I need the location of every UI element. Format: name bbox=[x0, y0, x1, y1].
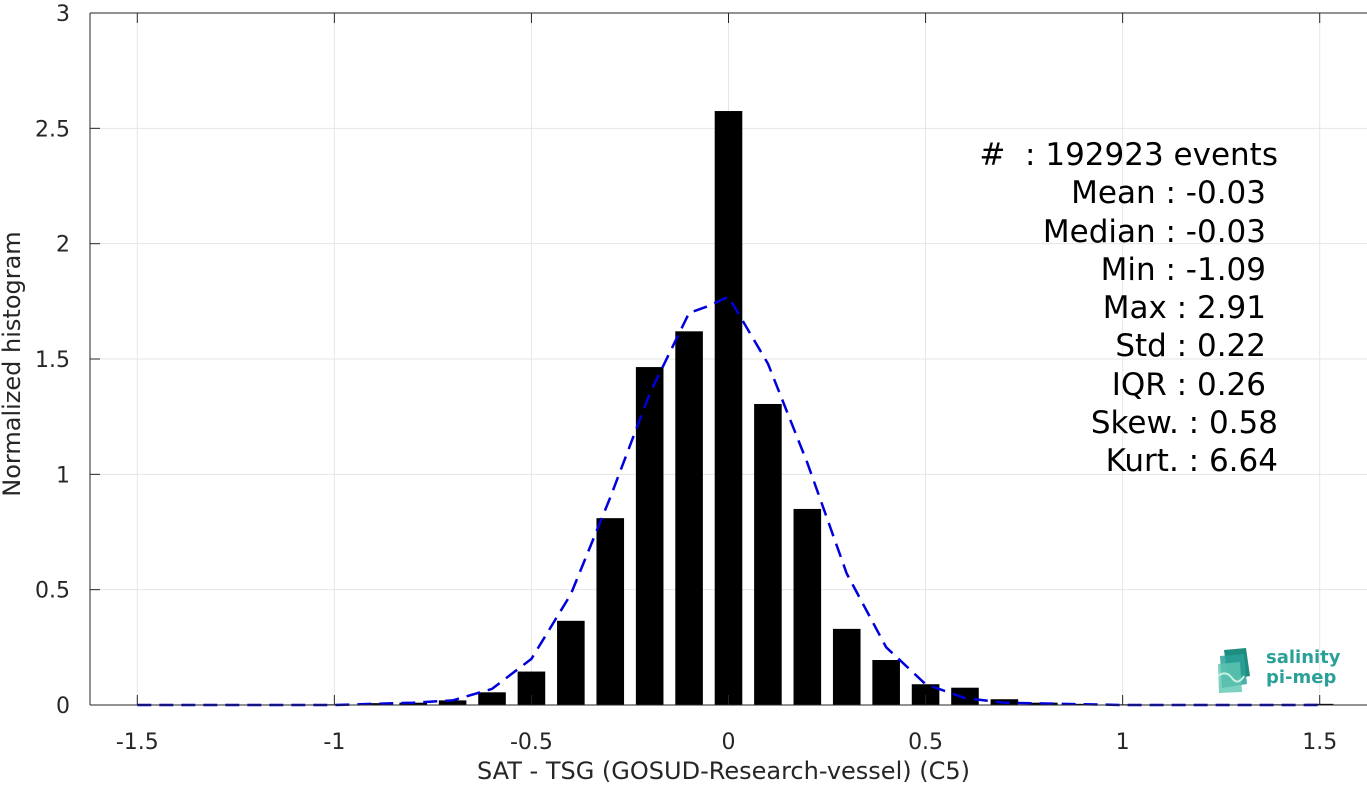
histogram-bar bbox=[832, 628, 861, 705]
y-tick-label: 0 bbox=[56, 694, 70, 719]
y-tick-label: 1 bbox=[56, 463, 70, 488]
stat-std: Std : 0.22 bbox=[1115, 328, 1266, 365]
stat-iqr: IQR : 0.26 bbox=[1111, 366, 1266, 403]
logo-text: salinity pi-mep bbox=[1266, 648, 1341, 688]
logo-line1: salinity bbox=[1266, 647, 1341, 668]
stat-median: Median : -0.03 bbox=[1042, 213, 1266, 250]
logo-line2: pi-mep bbox=[1266, 667, 1337, 688]
histogram-bar bbox=[754, 403, 782, 705]
x-tick-label: -0.5 bbox=[510, 730, 553, 755]
x-tick-label: 1 bbox=[1116, 730, 1130, 755]
stat-kurt: Kurt. : 6.64 bbox=[1105, 443, 1278, 480]
y-tick-label: 0.5 bbox=[35, 579, 70, 604]
histogram-bar bbox=[911, 684, 940, 705]
histogram-bar bbox=[872, 660, 900, 705]
histogram-bar bbox=[359, 703, 388, 705]
histogram-bar bbox=[951, 687, 979, 705]
y-tick-label: 3 bbox=[56, 2, 70, 27]
y-tick-label: 2 bbox=[56, 233, 70, 258]
x-tick-label: -1 bbox=[323, 730, 345, 755]
y-tick-label: 1.5 bbox=[35, 348, 70, 373]
histogram-bar bbox=[478, 692, 506, 705]
histogram-bar bbox=[438, 700, 467, 705]
y-axis-label: Normalized histogram bbox=[0, 231, 26, 496]
statistics-annotation: # : 192923 events Mean : -0.03 Median : … bbox=[979, 136, 1278, 481]
x-axis-label: SAT - TSG (GOSUD-Research-vessel) (C5) bbox=[477, 757, 970, 785]
y-tick-label: 2.5 bbox=[35, 117, 70, 142]
histogram-bar bbox=[714, 111, 743, 706]
histogram-bar bbox=[793, 508, 822, 705]
x-tick-label: -1.5 bbox=[116, 730, 159, 755]
x-tick-label: 0.5 bbox=[908, 730, 943, 755]
stat-events: # : 192923 events bbox=[979, 137, 1278, 173]
stat-max: Max : 2.91 bbox=[1102, 290, 1266, 327]
x-tick-label: 0 bbox=[722, 730, 736, 755]
histogram-bar bbox=[557, 620, 585, 705]
histogram-bar bbox=[675, 331, 703, 705]
histogram-bar bbox=[1069, 703, 1098, 705]
x-tick-label: 1.5 bbox=[1302, 730, 1337, 755]
stat-mean: Mean : -0.03 bbox=[1071, 175, 1266, 212]
salinity-logo-icon bbox=[1217, 648, 1250, 693]
stat-skew: Skew. : 0.58 bbox=[1090, 405, 1278, 442]
histogram-bar bbox=[635, 367, 664, 705]
histogram-bar bbox=[596, 518, 625, 705]
stat-min: Min : -1.09 bbox=[1100, 251, 1266, 288]
